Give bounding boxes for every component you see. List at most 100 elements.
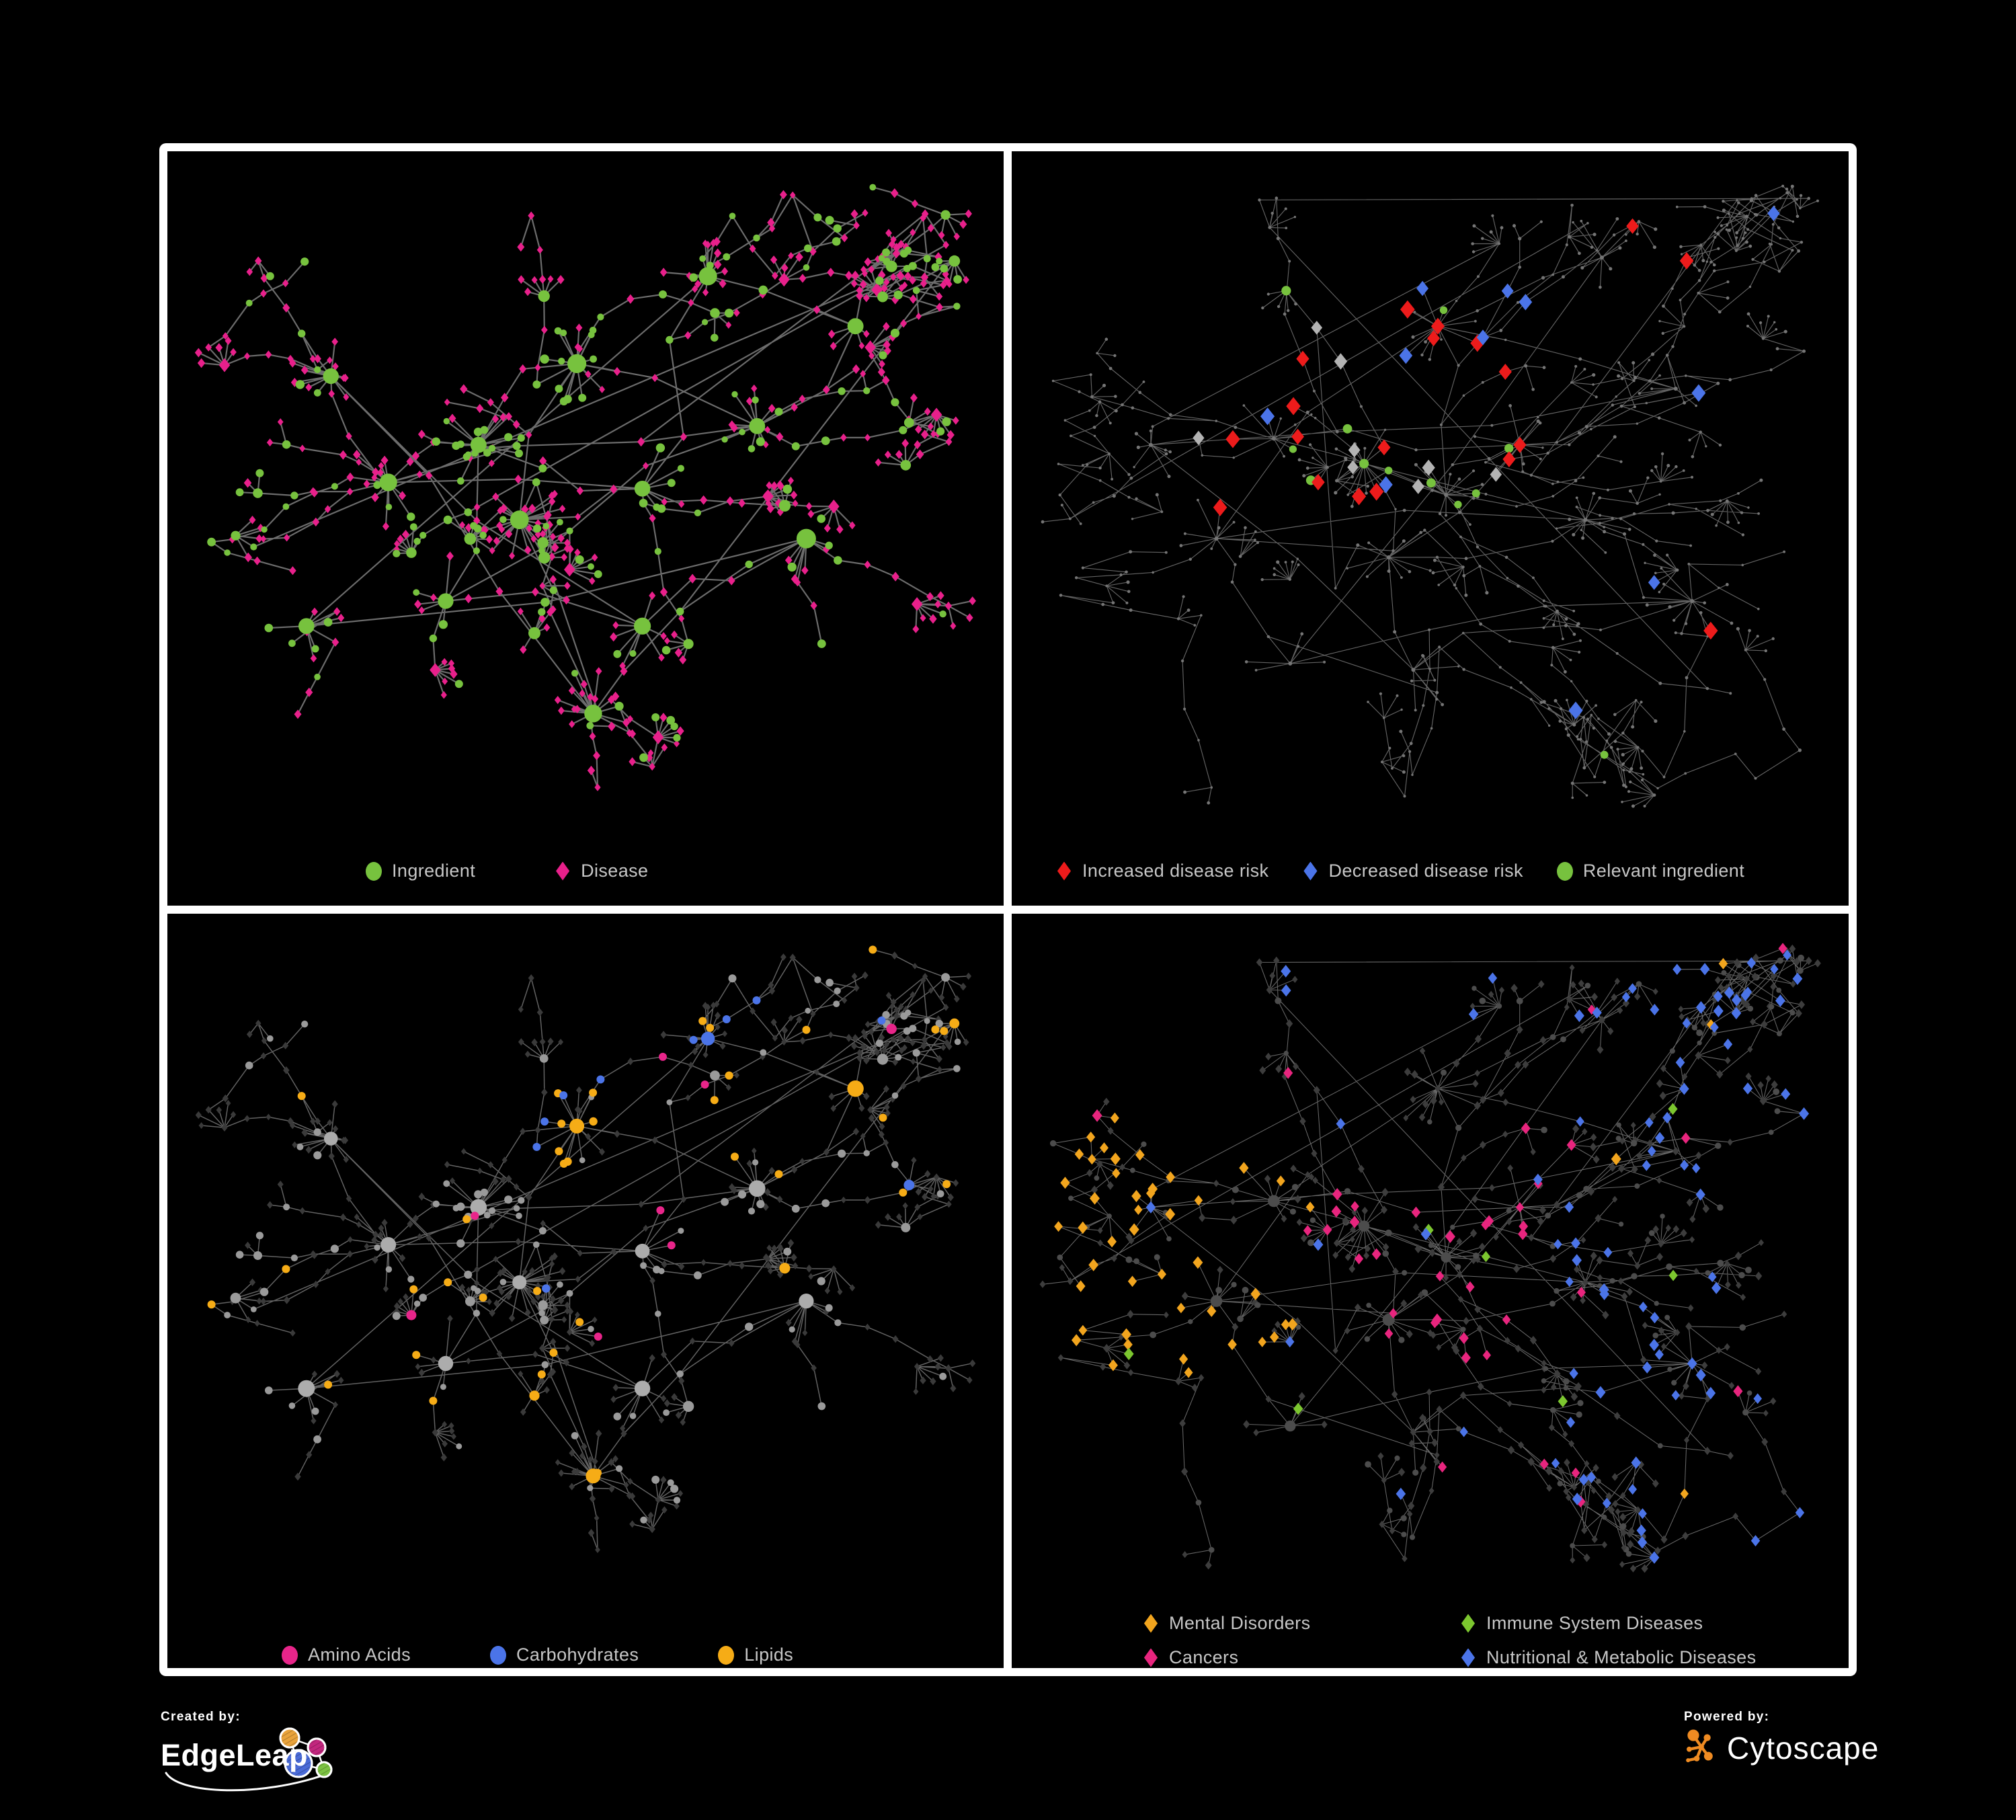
background-node xyxy=(1586,717,1589,721)
disease-node xyxy=(538,614,546,623)
relevant-ingredient-node xyxy=(1439,306,1448,314)
disease-node-dim xyxy=(343,1156,350,1163)
mental-disorder-node xyxy=(1305,1201,1315,1213)
disease-node xyxy=(713,260,722,270)
background-node xyxy=(1060,504,1063,507)
background-node xyxy=(1654,571,1657,575)
disease-node-dim xyxy=(195,1111,202,1119)
lipid-node xyxy=(549,1349,558,1357)
disease-node-dim xyxy=(1755,1271,1763,1281)
disease-node xyxy=(517,242,525,252)
disease-node-dim xyxy=(627,1058,634,1066)
ingredient-node-dim xyxy=(1479,997,1486,1004)
increased-risk-node xyxy=(1286,397,1301,416)
disease-node-dim xyxy=(1590,1251,1597,1261)
disease-node-dim xyxy=(845,1033,852,1042)
ingredient-node-dim xyxy=(1154,1254,1160,1261)
background-node xyxy=(1078,390,1081,393)
disease-node xyxy=(337,613,345,623)
ingredient-node-gray xyxy=(419,1294,427,1302)
ingredient-node xyxy=(571,670,579,677)
disease-node-dim xyxy=(532,1351,538,1358)
background-node xyxy=(1697,291,1700,294)
disease-node xyxy=(751,384,758,393)
ingredient-node-gray xyxy=(443,1180,450,1187)
ingredient-node-dim xyxy=(1549,1034,1556,1040)
disease-node xyxy=(850,209,858,219)
background-node xyxy=(1736,199,1738,202)
background-node xyxy=(1728,378,1732,382)
increased-risk-node xyxy=(1312,474,1325,491)
disease-node-dim xyxy=(799,1037,806,1045)
background-node xyxy=(1570,781,1574,785)
immune-system-node xyxy=(1423,1224,1434,1236)
ingredient-node-dim xyxy=(1344,1188,1351,1195)
disease-node-dim xyxy=(940,1043,946,1051)
background-node xyxy=(1273,567,1276,570)
disease-node-dim xyxy=(1613,1411,1621,1420)
ingredient-node-gray xyxy=(821,1199,830,1208)
background-node xyxy=(1636,502,1639,505)
cancer-node xyxy=(1484,1215,1494,1227)
ingredient-node xyxy=(710,308,720,318)
disease-node-dim xyxy=(1443,1274,1449,1281)
disease-node-dim xyxy=(1469,1228,1478,1238)
ingredient-node xyxy=(900,460,912,471)
disease-node xyxy=(592,695,599,703)
background-node xyxy=(1763,678,1767,681)
disease-node xyxy=(694,280,702,288)
disease-node-dim xyxy=(852,1034,858,1042)
disease-node xyxy=(382,522,389,531)
background-node xyxy=(1275,196,1279,200)
legend-diamond-icon xyxy=(1461,1614,1476,1633)
disease-node xyxy=(963,276,969,284)
disease-node xyxy=(589,731,596,741)
ingredient-node-dim xyxy=(1506,1208,1512,1214)
background-node xyxy=(1151,425,1154,428)
background-node xyxy=(1113,354,1117,358)
background-node xyxy=(1572,221,1574,224)
disease-node-dim xyxy=(432,1428,439,1437)
disease-node-dim xyxy=(1381,1187,1389,1197)
disease-node xyxy=(514,474,522,484)
disease-node-dim xyxy=(768,1166,775,1175)
disease-node-dim xyxy=(540,1220,546,1227)
background-node xyxy=(1346,493,1350,496)
ingredient-node xyxy=(314,674,321,680)
nutritional-metabolic-node xyxy=(1731,994,1742,1006)
disease-node xyxy=(649,591,656,600)
background-node xyxy=(1498,666,1502,669)
background-node xyxy=(1634,376,1638,380)
carbohydrate-node xyxy=(689,1035,698,1044)
ingredient-node-dim xyxy=(1576,1192,1583,1199)
background-node xyxy=(1090,395,1094,399)
disease-node xyxy=(878,270,886,280)
disease-node-dim xyxy=(811,1364,817,1372)
disease-node xyxy=(548,552,556,561)
background-node xyxy=(1662,304,1665,308)
disease-node-dim xyxy=(927,1355,933,1363)
ingredient-node xyxy=(483,448,491,457)
disease-node-dim xyxy=(1251,1298,1258,1307)
disease-node-dim xyxy=(1805,956,1812,965)
disease-node xyxy=(244,552,252,563)
background-node xyxy=(1183,707,1186,711)
disease-node-dim xyxy=(1111,1255,1117,1263)
disease-node-dim xyxy=(513,1183,520,1191)
ingredient-node-dim xyxy=(1291,1183,1299,1191)
disease-node xyxy=(728,420,735,430)
mental-disorder-node xyxy=(1121,1328,1131,1341)
disease-node-dim xyxy=(1740,1294,1746,1301)
ingredient-node-dim xyxy=(1231,1281,1237,1288)
ingredient-node xyxy=(454,680,463,688)
disease-node-dim xyxy=(762,1203,769,1211)
background-node xyxy=(1506,577,1509,580)
background-node xyxy=(1476,275,1480,278)
disease-node-dim xyxy=(256,1297,262,1305)
ingredient-node xyxy=(250,543,257,551)
relevant-ingredient-node xyxy=(1281,286,1291,296)
decreased-risk-node xyxy=(1767,206,1780,221)
background-node xyxy=(1131,406,1135,409)
disease-node-dim xyxy=(802,1329,808,1337)
disease-node xyxy=(791,403,798,412)
